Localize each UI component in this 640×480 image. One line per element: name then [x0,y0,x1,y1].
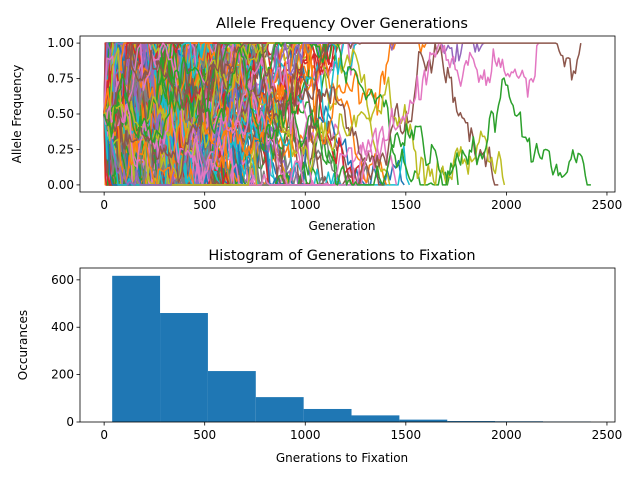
fixation-histogram-ytick-label: 200 [51,368,74,382]
fixation-histogram-xtick-label: 500 [193,428,216,442]
allele-trajectory-line [103,42,540,186]
fixation-histogram-xtick-label: 1500 [391,428,422,442]
histogram-bar [112,275,161,422]
allele-frequency-xtick-label: 2000 [491,198,522,212]
histogram-bar [160,313,208,422]
fixation-histogram-title: Histogram of Generations to Fixation [208,248,475,264]
fixation-histogram-ytick-label: 600 [51,273,74,287]
fixation-histogram-xtick-label: 1000 [290,428,321,442]
allele-frequency-xtick-label: 0 [100,198,108,212]
fixation-histogram-ylabel: Occurances [16,310,30,380]
histogram-bar [399,419,448,422]
allele-frequency-axes: 0 500 1000 1500 2000 2500 0.00 0.25 0.50 0.75 1.00… [10,16,622,233]
fixation-histogram-xtick-label: 2000 [491,428,522,442]
fixation-histogram-ticks: 0 500 1000 1500 2000 2500 0 200 400 600 [51,273,622,442]
allele-frequency-title: Allele Frequency Over Generations [216,16,468,32]
histogram-bar [207,371,256,422]
allele-trajectory-line [103,42,582,183]
fixation-histogram-bars [112,275,591,422]
histogram-bar [447,421,496,422]
allele-frequency-ytick-label: 0.25 [47,142,74,156]
allele-frequency-lines [103,42,591,186]
allele-trajectory-line [103,42,459,186]
allele-trajectory-line [104,42,499,186]
allele-frequency-ticks: 0 500 1000 1500 2000 2500 0.00 0.25 0.50 0.75 1.00 [47,36,622,212]
fixation-histogram-ytick-label: 0 [66,415,74,429]
allele-frequency-ytick-label: 0.75 [47,72,74,86]
allele-frequency-xlabel: Generation [309,219,376,233]
allele-frequency-ytick-label: 1.00 [47,36,74,50]
allele-frequency-ytick-label: 0.00 [47,178,74,192]
allele-frequency-xtick-label: 500 [193,198,216,212]
allele-trajectory-line [103,47,591,186]
fixation-histogram-xlabel: Gnerations to Fixation [276,451,408,465]
histogram-bar [303,408,352,422]
histogram-bar [255,397,304,422]
fixation-histogram-frame [79,267,616,423]
allele-frequency-xtick-label: 1500 [391,198,422,212]
fixation-histogram-axes: 0 500 1000 1500 2000 2500 0 200 400 600 Histogram… [16,248,622,465]
allele-frequency-xtick-label: 2500 [592,198,623,212]
fixation-histogram-xtick-label: 2500 [592,428,623,442]
fixation-histogram-xtick-label: 0 [100,428,108,442]
allele-frequency-xtick-label: 1000 [290,198,321,212]
allele-frequency-ytick-label: 0.50 [47,107,74,121]
histogram-bar [351,415,400,422]
fixation-histogram-ytick-label: 400 [51,320,74,334]
allele-frequency-ylabel: Allele Frequency [10,65,24,164]
